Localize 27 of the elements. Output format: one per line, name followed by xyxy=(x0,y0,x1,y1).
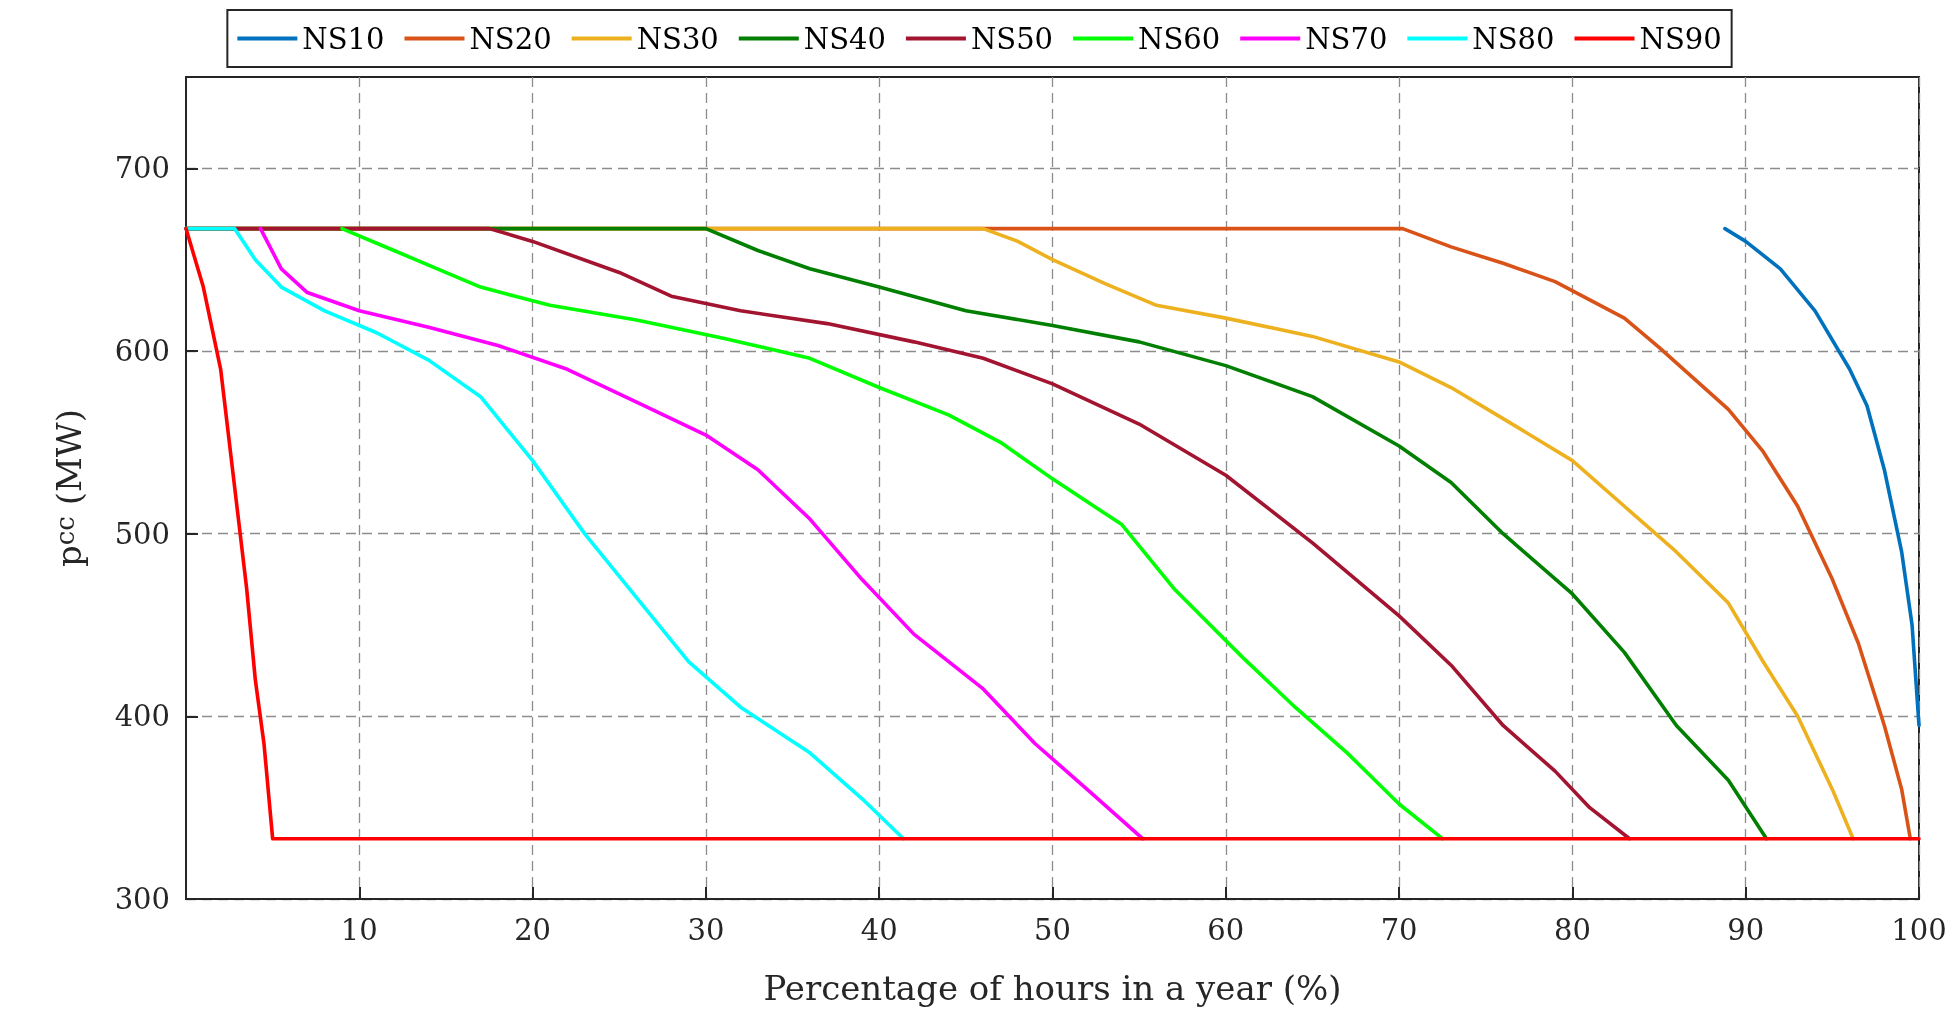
x-tick-label: 30 xyxy=(687,912,725,947)
x-tick-label: 50 xyxy=(1034,912,1071,947)
x-tick-label: 40 xyxy=(860,912,898,947)
line-series xyxy=(1723,226,1921,728)
y-tick-label: 300 xyxy=(114,882,170,916)
y-tick-label: 700 xyxy=(114,151,170,186)
legend-label: NS10 xyxy=(302,21,385,56)
x-tick-label: 70 xyxy=(1380,912,1418,947)
legend-label: NS60 xyxy=(1138,21,1221,56)
y-tick-label: 400 xyxy=(114,699,170,734)
x-tick-label: 60 xyxy=(1207,912,1245,947)
y-tick-label: 500 xyxy=(114,516,170,551)
x-tick-label: 80 xyxy=(1553,912,1591,947)
legend-label: NS90 xyxy=(1639,21,1722,56)
y-axis-title: pcc (MW) xyxy=(49,409,89,567)
legend-label: NS40 xyxy=(803,21,886,56)
x-tick-label: 100 xyxy=(1891,912,1947,947)
x-axis-title: Percentage of hours in a year (%) xyxy=(763,968,1342,1008)
y-tick-label: 600 xyxy=(114,334,170,368)
legend-label: NS50 xyxy=(970,21,1054,56)
legend-label: NS20 xyxy=(469,21,552,56)
x-tick-label: 90 xyxy=(1727,912,1765,947)
legend-label: NS30 xyxy=(636,21,719,56)
legend-label: NS80 xyxy=(1472,21,1555,56)
legend-label: NS70 xyxy=(1305,21,1388,56)
x-tick-label: 20 xyxy=(514,912,552,947)
x-tick-label: 10 xyxy=(340,912,378,947)
